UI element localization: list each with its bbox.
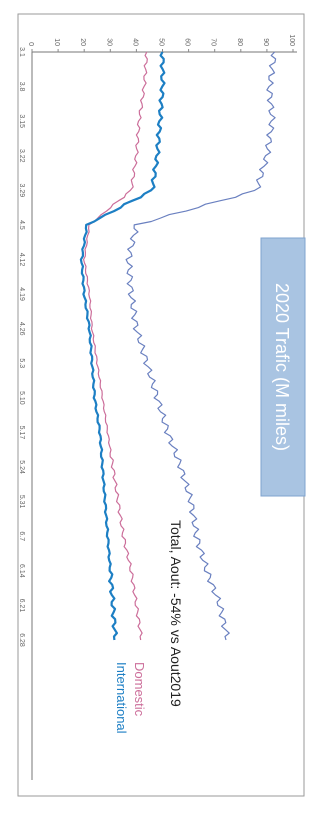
x-tick-label: 3.15	[18, 114, 25, 128]
y-tick-label: 90	[262, 38, 269, 46]
series-line-total	[125, 51, 277, 641]
y-tick-label: 100	[288, 34, 295, 46]
legend-domestic: Domestic	[132, 662, 147, 717]
y-ticks: 0 10 20 30 40 50 60 70 80 90 100	[27, 34, 295, 52]
y-tick-label: 0	[27, 42, 34, 46]
x-tick-label: 5.17	[18, 426, 25, 440]
y-tick-label: 60	[184, 38, 191, 46]
x-tick-label: 5.31	[18, 495, 25, 509]
x-tick-label: 4.19	[18, 287, 25, 301]
total-annotation: Total, Aout: -54% vs Aout2019	[168, 520, 184, 707]
y-tick-label: 50	[158, 38, 165, 46]
title-box: 2020 Trafic (M miles)	[260, 237, 306, 497]
x-tick-label: 6.21	[18, 599, 25, 613]
y-tick-label: 40	[131, 38, 138, 46]
series-line-international	[79, 51, 166, 641]
legend-international: International	[114, 662, 129, 734]
x-tick-label: 3.22	[18, 149, 25, 163]
chart-title: 2020 Trafic (M miles)	[272, 283, 292, 451]
y-tick-label: 10	[53, 38, 60, 46]
x-tick-label: 6.7	[18, 531, 25, 541]
x-tick-label: 4.5	[18, 220, 25, 230]
x-tick-label: 3.29	[18, 184, 25, 198]
y-tick-label: 80	[236, 38, 243, 46]
x-tick-label: 5.10	[18, 391, 25, 405]
x-tick-label: 4.12	[18, 253, 25, 267]
x-tick-label: 6.14	[18, 564, 25, 578]
x-tick-label: 5.3	[18, 358, 25, 368]
series-lines	[79, 51, 277, 641]
x-tick-label: 4.26	[18, 322, 25, 336]
y-tick-label: 20	[79, 38, 86, 46]
series-line-domestic	[83, 51, 148, 641]
x-tick-label: 3.1	[18, 47, 25, 57]
x-tick-label: 3.8	[18, 82, 25, 92]
y-tick-label: 30	[105, 38, 112, 46]
x-ticks: 3.1 3.8 3.15 3.22 3.29 4.5 4.12 4.19 4.26 5.3 5.10…	[18, 47, 25, 647]
title-background	[260, 237, 306, 497]
y-tick-label: 70	[210, 38, 217, 46]
x-tick-label: 5.24	[18, 460, 25, 474]
x-tick-label: 6.28	[18, 633, 25, 647]
plot-area: 0 10 20 30 40 50 60 70 80 90 100 3.1 3.8 3.15 3.22 3.2…	[18, 34, 306, 780]
